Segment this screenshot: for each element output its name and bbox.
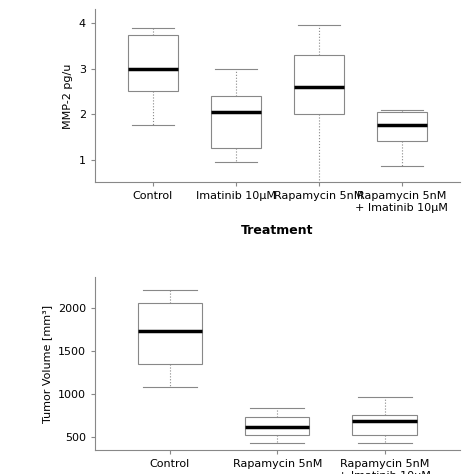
Bar xyxy=(245,417,310,435)
Y-axis label: Tumor Volume [mm³]: Tumor Volume [mm³] xyxy=(42,305,52,423)
Bar xyxy=(138,303,202,364)
Bar xyxy=(377,112,427,141)
Bar xyxy=(294,55,344,114)
Bar xyxy=(128,35,178,91)
Y-axis label: MMP-2 pg/u: MMP-2 pg/u xyxy=(63,63,73,128)
X-axis label: Treatment: Treatment xyxy=(241,224,313,237)
Bar xyxy=(353,415,417,435)
Bar xyxy=(211,96,261,148)
